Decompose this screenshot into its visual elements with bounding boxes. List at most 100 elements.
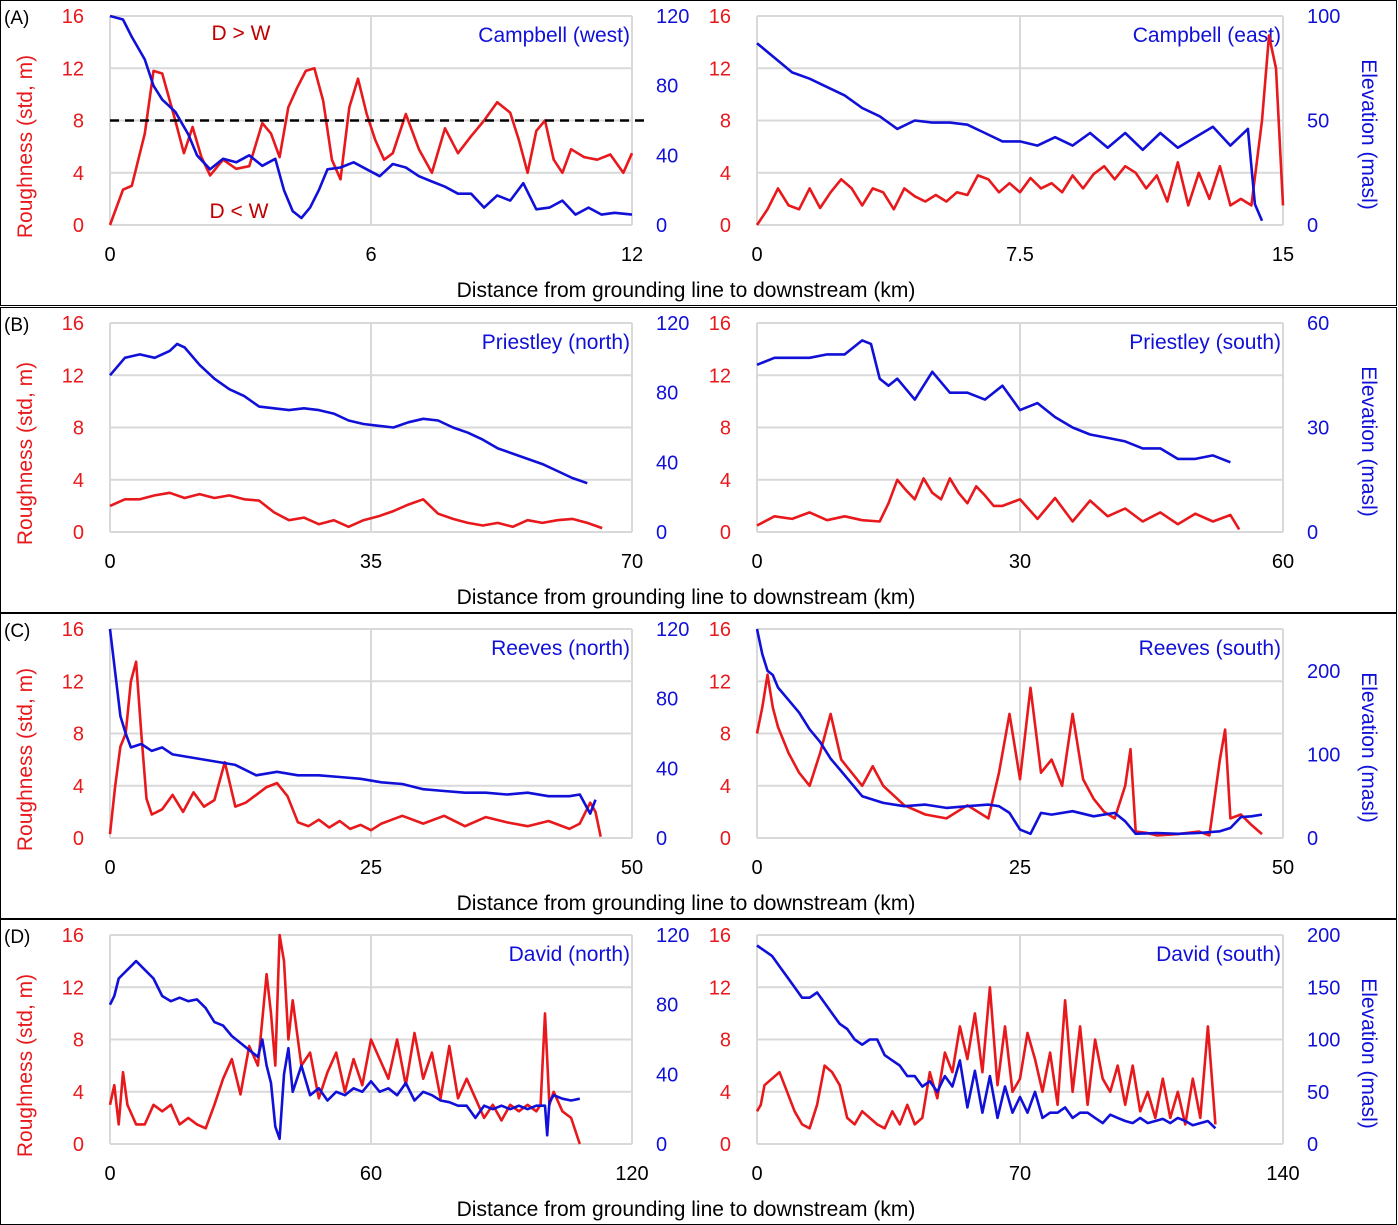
right-tick-label: 120 — [656, 925, 689, 947]
right-tick-label: 0 — [656, 828, 667, 850]
roughness-series — [108, 67, 634, 226]
x-tick-label: 6 — [365, 244, 376, 266]
left-tick-label: 12 — [709, 977, 731, 999]
right-tick-label: 0 — [1307, 1134, 1318, 1156]
right-tick-label: 120 — [656, 6, 689, 28]
roughness-series — [755, 985, 1217, 1130]
right-tick-label: 100 — [1307, 1030, 1340, 1052]
x-tick-label: 35 — [360, 551, 382, 573]
left-tick-label: 16 — [62, 925, 84, 947]
left-axis-label: Roughness (std, m) — [14, 974, 37, 1157]
left-tick-label: 12 — [62, 365, 84, 387]
x-tick-label: 140 — [1266, 1163, 1299, 1185]
x-tick-label: 50 — [621, 857, 643, 879]
panel-frame — [0, 613, 1397, 919]
plot-C-right: 0 4 8 12 16 0 100 200 0 25 50 Reeves (south) Elevati… — [709, 619, 1380, 879]
right-tick-label: 0 — [656, 1134, 667, 1156]
plot-B-left: 0 4 8 12 16 0 40 80 120 0 35 70 Priestley (north) Rou… — [14, 313, 689, 573]
plot-B-right: 0 4 8 12 16 0 30 60 0 30 60 Priestley (south) Elevat… — [709, 313, 1380, 573]
panel-A: (A) Distance from grounding line to downs… — [0, 0, 1397, 306]
annotation-below: D < W — [210, 200, 269, 223]
right-tick-label: 0 — [1307, 215, 1318, 237]
x-tick-label: 7.5 — [1006, 244, 1034, 266]
left-tick-label: 12 — [709, 365, 731, 387]
elevation-series — [109, 342, 588, 485]
left-tick-label: 0 — [720, 1134, 731, 1156]
left-tick-label: 16 — [709, 925, 731, 947]
elevation-series — [108, 628, 597, 815]
x-tick-label: 0 — [751, 857, 762, 879]
right-tick-label: 80 — [656, 995, 678, 1017]
left-tick-label: 4 — [73, 470, 84, 492]
x-tick-label: 25 — [1009, 857, 1031, 879]
left-tick-label: 0 — [720, 215, 731, 237]
left-tick-label: 16 — [62, 6, 84, 28]
right-tick-label: 0 — [1307, 522, 1318, 544]
right-tick-label: 100 — [1307, 744, 1340, 766]
roughness-series — [108, 933, 582, 1145]
panel-C: (C) Distance from grounding line to downs… — [0, 613, 1397, 919]
left-tick-label: 0 — [73, 215, 84, 237]
right-tick-label: 40 — [656, 758, 678, 780]
left-tick-label: 12 — [62, 671, 84, 693]
left-tick-label: 16 — [709, 619, 731, 641]
left-tick-label: 8 — [73, 1030, 84, 1052]
x-axis-label: Distance from grounding line to downstre… — [457, 1198, 916, 1221]
x-tick-label: 0 — [104, 857, 115, 879]
panel-tag: (C) — [4, 621, 30, 642]
right-tick-label: 80 — [656, 383, 678, 405]
x-tick-label: 0 — [751, 244, 762, 266]
left-tick-label: 4 — [720, 470, 731, 492]
x-tick-label: 0 — [104, 244, 115, 266]
panel-B: (B) Distance from grounding line to downs… — [0, 307, 1397, 613]
left-tick-label: 16 — [62, 619, 84, 641]
left-tick-label: 4 — [73, 1082, 84, 1104]
panel-tag: (A) — [4, 8, 29, 29]
left-tick-label: 4 — [73, 776, 84, 798]
panel-tag: (B) — [4, 315, 29, 336]
plot-title: Campbell (east) — [1133, 24, 1281, 47]
right-tick-label: 200 — [1307, 925, 1340, 947]
panel-tag: (D) — [4, 927, 30, 948]
right-tick-label: 0 — [656, 522, 667, 544]
roughness-series — [109, 491, 603, 530]
panel-frame — [0, 307, 1397, 613]
right-tick-label: 50 — [1307, 111, 1329, 133]
right-tick-label: 80 — [656, 76, 678, 98]
x-tick-label: 60 — [360, 1163, 382, 1185]
left-tick-label: 12 — [709, 58, 731, 80]
x-axis-label: Distance from grounding line to downstre… — [457, 279, 916, 302]
elevation-series — [109, 14, 633, 220]
roughness-series — [755, 34, 1285, 226]
left-tick-label: 0 — [73, 522, 84, 544]
right-tick-label: 0 — [1307, 828, 1318, 850]
left-tick-label: 8 — [720, 724, 731, 746]
left-tick-label: 8 — [73, 111, 84, 133]
elevation-series — [756, 339, 1231, 464]
x-tick-label: 12 — [621, 244, 643, 266]
left-tick-label: 8 — [720, 1030, 731, 1052]
right-tick-label: 30 — [1307, 418, 1329, 440]
plot-title: Priestley (north) — [482, 331, 630, 354]
left-tick-label: 0 — [73, 828, 84, 850]
left-tick-label: 0 — [720, 522, 731, 544]
right-tick-label: 100 — [1307, 6, 1340, 28]
left-tick-label: 8 — [73, 724, 84, 746]
left-tick-label: 16 — [709, 6, 731, 28]
x-tick-label: 50 — [1272, 857, 1294, 879]
roughness-series — [108, 660, 602, 837]
right-tick-label: 40 — [656, 1064, 678, 1086]
roughness-series — [756, 477, 1241, 531]
x-tick-label: 15 — [1272, 244, 1294, 266]
roughness-series — [755, 673, 1263, 837]
left-tick-label: 8 — [720, 111, 731, 133]
x-tick-label: 0 — [104, 1163, 115, 1185]
left-tick-label: 4 — [720, 776, 731, 798]
plot-A-left: 0 4 8 12 16 0 40 80 120 0 6 12 Campbell (west) Roughn… — [14, 6, 689, 266]
plot-title: Reeves (north) — [491, 637, 630, 660]
right-tick-label: 120 — [656, 619, 689, 641]
left-tick-label: 12 — [709, 671, 731, 693]
left-tick-label: 16 — [709, 313, 731, 335]
plot-D-right: 0 4 8 12 16 0 50 100 150 200 0 70 140 David (south) El… — [709, 925, 1380, 1185]
